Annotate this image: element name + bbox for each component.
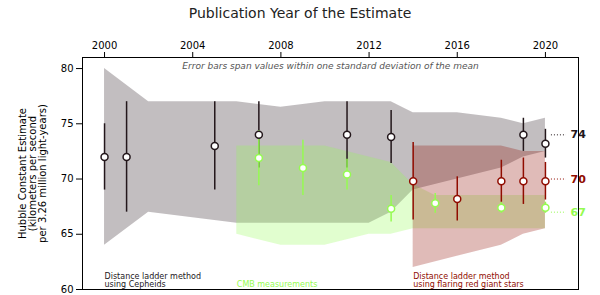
svg-text:2000: 2000 xyxy=(92,40,117,51)
svg-text:2008: 2008 xyxy=(268,40,293,51)
svg-text:Distance ladder methodusing fl: Distance ladder methodusing flaring red … xyxy=(413,272,524,289)
svg-text:Hubble Constant Estimate(kilom: Hubble Constant Estimate(kilometers per … xyxy=(17,104,48,243)
html-text:Publication Year of the Estima: Publication Year of the Estimate xyxy=(188,5,412,21)
svg-text:70: 70 xyxy=(61,173,74,184)
svg-text:CMB measurements: CMB measurements xyxy=(237,280,317,289)
svg-text:65: 65 xyxy=(61,228,74,239)
svg-text:70: 70 xyxy=(570,172,586,186)
svg-text:67: 67 xyxy=(570,205,586,219)
svg-text:2020: 2020 xyxy=(533,40,558,51)
svg-text:80: 80 xyxy=(61,63,74,74)
svg-text:2004: 2004 xyxy=(180,40,205,51)
svg-text:74: 74 xyxy=(570,128,586,142)
svg-text:75: 75 xyxy=(61,118,74,129)
svg-text:2016: 2016 xyxy=(445,40,470,51)
svg-text:2012: 2012 xyxy=(356,40,381,51)
svg-text:60: 60 xyxy=(61,284,74,295)
svg-text:Distance ladder methodusing Ce: Distance ladder methodusing Cepheids xyxy=(105,272,201,289)
svg-text:Error bars span values within: Error bars span values within one standa… xyxy=(182,61,479,71)
